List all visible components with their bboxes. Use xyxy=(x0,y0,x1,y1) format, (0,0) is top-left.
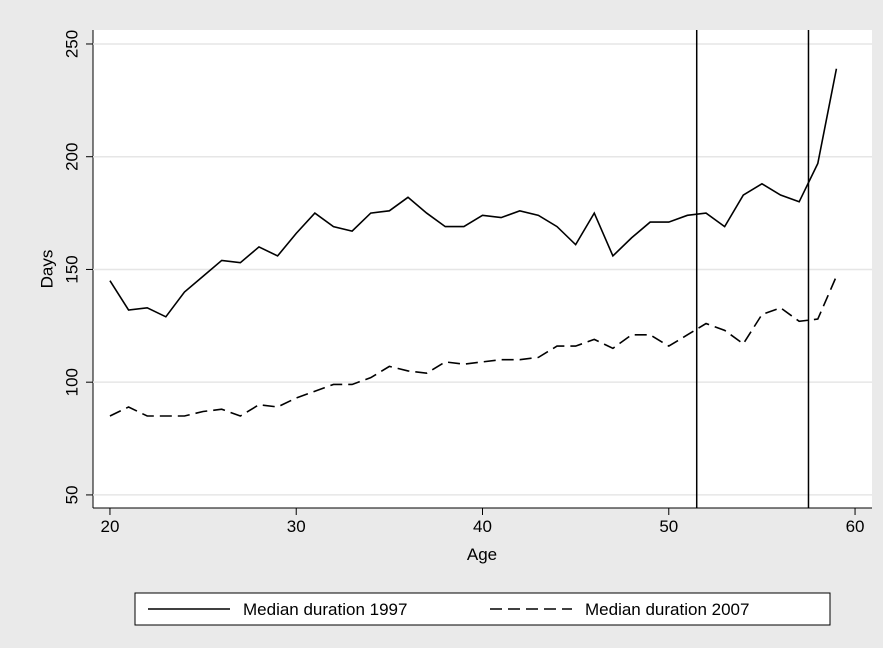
x-tick-label: 20 xyxy=(100,517,119,536)
legend-label: Median duration 2007 xyxy=(585,600,749,619)
legend-label: Median duration 1997 xyxy=(243,600,407,619)
y-tick-label: 150 xyxy=(62,255,81,283)
series-line xyxy=(109,275,838,417)
y-tick-label: 250 xyxy=(62,30,81,58)
x-tick-label: 60 xyxy=(846,517,865,536)
y-tick-label: 100 xyxy=(62,368,81,396)
y-tick-label: 200 xyxy=(62,143,81,171)
x-tick-label: 40 xyxy=(473,517,492,536)
y-tick-label: 50 xyxy=(62,485,81,504)
series-line xyxy=(109,68,838,318)
legend xyxy=(134,592,831,626)
y-axis-label: Days xyxy=(37,250,56,289)
x-tick-label: 50 xyxy=(659,517,678,536)
x-axis-label: Age xyxy=(467,545,497,564)
x-tick-label: 30 xyxy=(287,517,306,536)
